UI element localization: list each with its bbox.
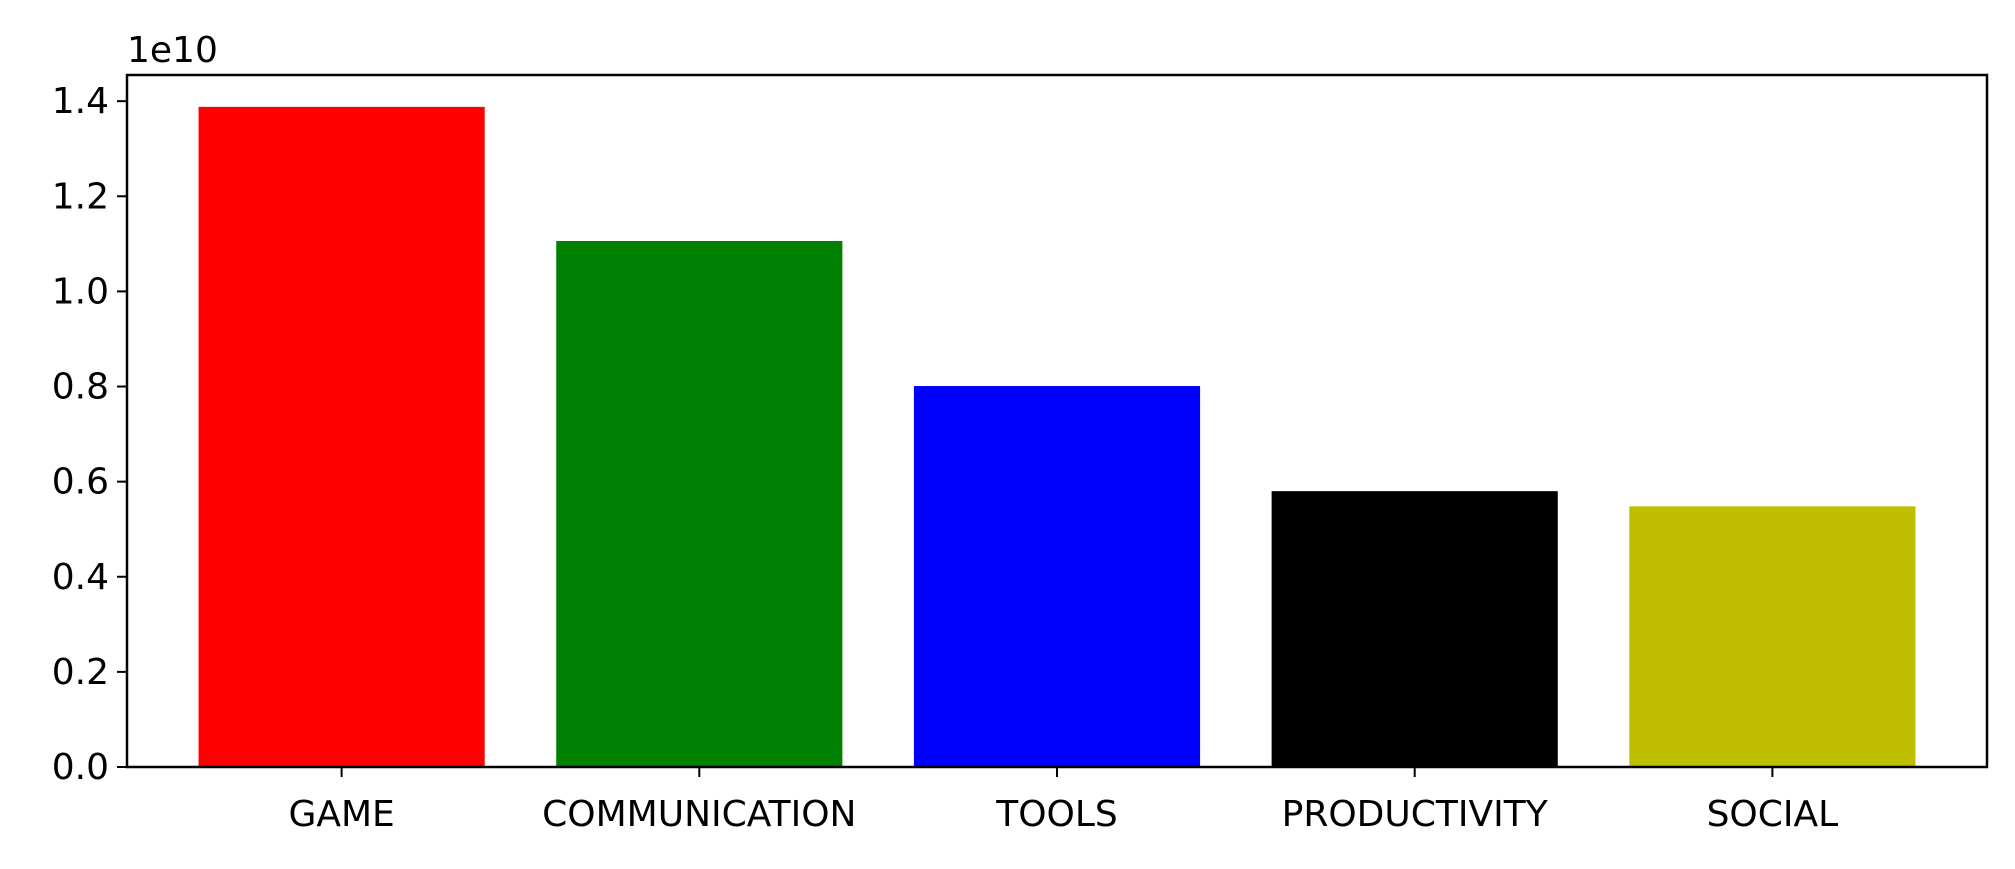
- bar-social: [1629, 506, 1916, 767]
- bar-communication: [556, 240, 843, 768]
- bar-productivity: [1271, 491, 1558, 767]
- y-tick-label: 0.2: [52, 652, 109, 693]
- x-tick-label-productivity: PRODUCTIVITY: [1282, 794, 1549, 835]
- y-tick-label: 0.8: [52, 367, 109, 408]
- x-tick-label-tools: TOOLS: [995, 794, 1118, 835]
- bar-game: [198, 106, 485, 767]
- y-tick-label: 0.0: [52, 747, 109, 788]
- plot-frame: [125, 73, 1989, 769]
- x-tick-label-game: GAME: [288, 794, 394, 835]
- y-tick-label: 1.2: [52, 176, 109, 217]
- y-tick-label: 0.4: [52, 557, 109, 598]
- bars-layer: [198, 106, 1916, 768]
- x-tick-label-social: SOCIAL: [1707, 794, 1839, 835]
- y-tick-label: 1.4: [52, 81, 109, 122]
- y-axis-offset-label: 1e10: [127, 30, 218, 71]
- x-axis-ticks: GAME COMMUNICATION TOOLS PRODUCTIVITY SOCIAL: [288, 767, 1838, 835]
- y-axis-ticks: 0.0 0.2 0.4 0.6 0.8 1.0 1.2 1.4: [52, 81, 127, 788]
- x-tick-label-communication: COMMUNICATION: [542, 794, 856, 835]
- y-tick-label: 1.0: [52, 271, 109, 312]
- bar-tools: [913, 386, 1201, 767]
- y-tick-label: 0.6: [52, 462, 109, 503]
